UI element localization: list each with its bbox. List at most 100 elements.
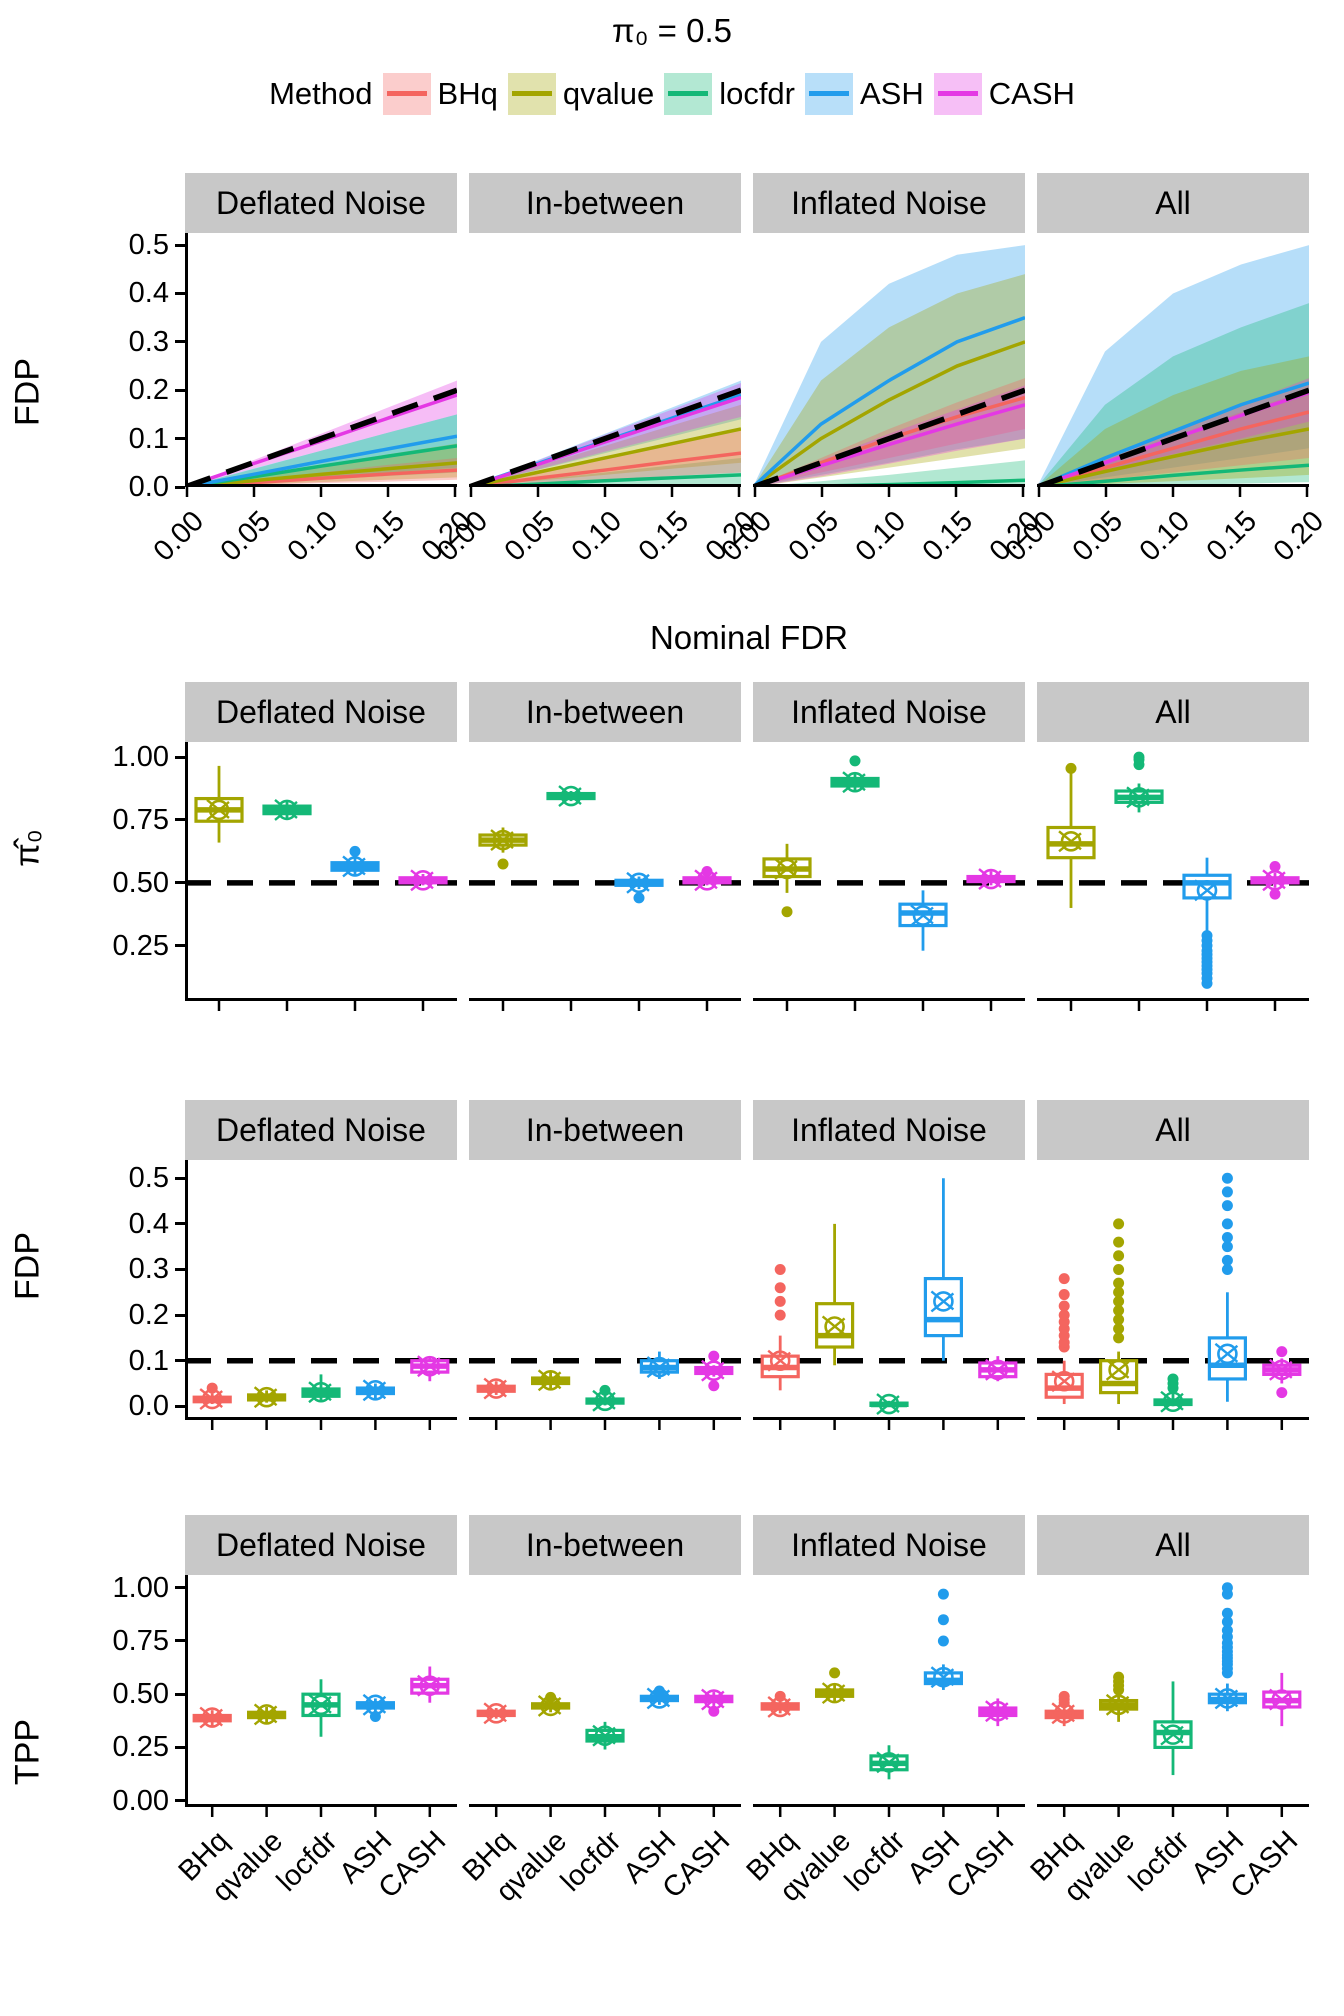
- y-tick-mark: [175, 1586, 185, 1590]
- y-tick-label: 0.0: [128, 1390, 169, 1423]
- y-tick-label: 0.1: [128, 422, 169, 455]
- facet-strip: All: [1037, 682, 1309, 742]
- fdp-curves-y-axis: FDP 0.0 0.1 0.2 0.3 0.4 0.5: [0, 173, 185, 611]
- fdp-curves-facets: Deflated Noise 0.00 0.05 0.10 0.15 0.20 In-bet…: [147, 173, 1330, 611]
- y-tick-label: 0.2: [128, 1299, 169, 1332]
- fdp-box-y-axis: FDP 0.0 0.1 0.2 0.3 0.4 0.5: [0, 1100, 185, 1432]
- y-tick-label: 0.50: [112, 866, 169, 899]
- x-tick-label: 0.05: [498, 505, 561, 568]
- facet-strip: In-between: [469, 1515, 741, 1575]
- facet-all: All: [1037, 1100, 1309, 1432]
- y-tick-label: 0.3: [128, 325, 169, 358]
- legend-label: qvalue: [562, 76, 655, 111]
- tpp-panel: [469, 1685, 741, 1817]
- facet-inflated-noise: Inflated Noise 0.00 0.05 0.10 0.15 0.20: [715, 173, 1046, 611]
- -panel: [185, 742, 457, 1011]
- fdp-boxplot-row: FDP 0.0 0.1 0.2 0.3 0.4 0.5 Deflated Noise In-…: [0, 1100, 1344, 1432]
- y-axis-title-fdp-box: FDP: [8, 1232, 47, 1300]
- y-tick-mark: [175, 755, 185, 759]
- legend-item-qvalue: qvalue: [498, 73, 654, 115]
- legend-item-ash: ASH: [795, 73, 924, 115]
- legend-label: CASH: [988, 76, 1075, 111]
- legend-label: BHq: [437, 76, 498, 111]
- -panel: [1037, 751, 1309, 1011]
- y-tick-mark: [175, 1799, 185, 1803]
- x-tick-labels: BHq qvalue locfdr ASH CASH: [740, 1819, 1025, 1989]
- fdp-panel: [753, 245, 1025, 497]
- facet-strip: Deflated Noise: [185, 682, 457, 742]
- legend-label: ASH: [860, 76, 924, 111]
- y-tick-mark: [175, 485, 185, 489]
- ash-color-key-icon: [805, 73, 853, 115]
- facet-inflated-noise: Inflated Noise: [753, 1100, 1025, 1432]
- x-tick-label: 0.15: [348, 505, 411, 568]
- fdp-boxplot-facets: Deflated Noise In-between Inflated Noise Al…: [185, 1100, 1309, 1432]
- y-tick-label: 0.5: [128, 229, 169, 262]
- facet-in-between: In-between: [469, 1100, 741, 1432]
- cash-color-key-icon: [933, 73, 982, 115]
- y-tick-label: 0.75: [112, 1624, 169, 1657]
- legend-item-locfdr: locfdr: [654, 73, 795, 115]
- tpp-panel: [185, 1575, 457, 1817]
- fdp-panel: [469, 380, 741, 497]
- facet-inflated-noise: Inflated Noise BHq qvalue locfdr ASH CASH: [740, 1515, 1025, 1989]
- fdp-panel: [185, 233, 457, 497]
- facet-in-between: In-between: [469, 682, 741, 1013]
- y-axis-title-tpp: TPP: [8, 1718, 47, 1786]
- x-tick-label: 0.15: [916, 505, 979, 568]
- facet-strip: All: [1037, 1100, 1309, 1160]
- facet-strip: All: [1037, 173, 1309, 233]
- facet-deflated-noise: Deflated Noise 0.00 0.05 0.10 0.15 0.20: [147, 173, 478, 611]
- y-tick-label: 1.00: [112, 741, 169, 774]
- x-tick-label: 0.10: [1133, 505, 1196, 568]
- y-tick-mark: [175, 1639, 185, 1643]
- fdp-panel: [1037, 1172, 1309, 1430]
- facet-strip: Deflated Noise: [185, 1515, 457, 1575]
- y-tick-label: 0.5: [128, 1162, 169, 1195]
- fdp-curves-row: FDP 0.0 0.1 0.2 0.3 0.4 0.5 Deflated Noise 0.0…: [0, 173, 1344, 611]
- x-tick-labels: 0.00 0.05 0.10 0.15 0.20: [715, 499, 1046, 611]
- fdp-panel: [185, 1160, 457, 1430]
- y-tick-mark: [175, 1359, 185, 1363]
- x-axis-title-nominal-fdr: Nominal FDR: [649, 619, 849, 656]
- facet-strip: Inflated Noise: [753, 1515, 1025, 1575]
- facet-deflated-noise: Deflated Noise: [185, 1100, 457, 1432]
- y-tick-mark: [175, 1222, 185, 1226]
- x-tick-labels: 0.00 0.05 0.10 0.15 0.20: [147, 499, 478, 611]
- y-tick-label: 0.4: [128, 1207, 169, 1240]
- y-tick-mark: [175, 1313, 185, 1317]
- tpp-boxplot-row: TPP 0.00 0.25 0.50 0.75 1.00 Deflated Noise B…: [0, 1515, 1344, 1989]
- y-tick-label: 0.4: [128, 277, 169, 310]
- facet-in-between: In-between BHq qvalue locfdr ASH CASH: [456, 1515, 741, 1989]
- facet-strip: In-between: [469, 173, 741, 233]
- x-tick-label: locfdr: [554, 1825, 628, 1898]
- y-tick-label: 0.1: [128, 1344, 169, 1377]
- x-tick-label: locfdr: [1122, 1825, 1196, 1898]
- qvalue-color-key-icon: [507, 73, 556, 115]
- facet-strip: All: [1037, 1515, 1309, 1575]
- bhq-color-key-icon: [382, 73, 431, 115]
- x-tick-label: 0.10: [281, 505, 344, 568]
- y-tick-mark: [175, 944, 185, 948]
- fdp-panel: [469, 1350, 741, 1430]
- x-tick-labels: 0.00 0.05 0.10 0.15 0.20: [999, 499, 1330, 611]
- fdp-panel: [1037, 245, 1309, 497]
- facet-strip: Deflated Noise: [185, 1100, 457, 1160]
- y-tick-label: 0.2: [128, 374, 169, 407]
- facet-strip: In-between: [469, 682, 741, 742]
- facet-all: All BHq qvalue locfdr ASH CASH: [1024, 1515, 1309, 1989]
- facet-strip: Inflated Noise: [753, 1100, 1025, 1160]
- x-tick-label: 0.05: [214, 505, 277, 568]
- facet-in-between: In-between 0.00 0.05 0.10 0.15 0.20: [431, 173, 762, 611]
- y-tick-label: 1.00: [112, 1571, 169, 1604]
- y-tick-mark: [175, 291, 185, 295]
- -panel: [753, 755, 1025, 1011]
- x-tick-label: 0.15: [1200, 505, 1263, 568]
- legend-item-cash: CASH: [924, 73, 1075, 115]
- y-tick-mark: [175, 881, 185, 885]
- pi0-boxplot-facets: Deflated Noise In-between Inflated Noise Al…: [185, 682, 1309, 1013]
- x-tick-label: 0.15: [632, 505, 695, 568]
- tpp-panel: [1037, 1582, 1309, 1817]
- -panel: [469, 785, 741, 1011]
- x-tick-label: locfdr: [838, 1825, 912, 1898]
